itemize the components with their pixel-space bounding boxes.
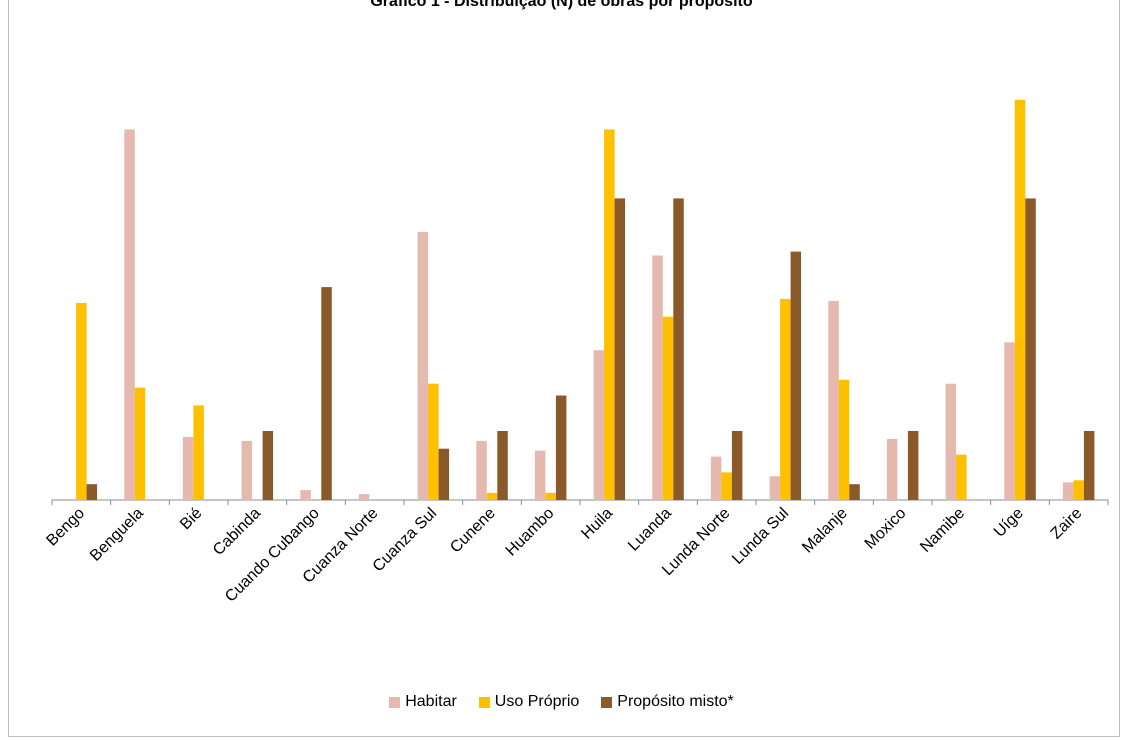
bar: [790, 251, 802, 500]
bar: [358, 494, 370, 500]
bar: [907, 431, 919, 500]
bar: [428, 383, 439, 500]
legend-swatch-habitar: [389, 696, 401, 708]
x-tick-label: Huila: [578, 505, 616, 543]
bar: [780, 298, 791, 500]
x-tick-label: Namibe: [917, 505, 968, 556]
x-tick-label: Bié: [177, 505, 205, 533]
bar: [193, 405, 204, 500]
bar: [486, 492, 498, 500]
bar: [545, 492, 556, 500]
bar: [614, 198, 626, 500]
bar: [673, 198, 684, 500]
bar: [438, 448, 450, 500]
bar: [476, 440, 487, 500]
chart-legend: Habitar Uso Próprio Propósito misto*: [0, 693, 1123, 711]
bar: [534, 450, 546, 500]
legend-item-habitar: Habitar: [389, 693, 457, 711]
chart-frame: [8, 0, 1120, 737]
bar: [417, 231, 429, 500]
bar: [886, 438, 898, 500]
legend-swatch-proposito-misto: [601, 696, 613, 708]
x-tick-label: Bengo: [43, 505, 88, 550]
x-tick-label: Cabinda: [210, 505, 264, 559]
x-tick-label: Huambo: [503, 505, 558, 560]
bar: [662, 316, 674, 500]
legend-item-proposito-misto: Propósito misto*: [601, 693, 734, 711]
legend-swatch-uso-proprio: [478, 696, 490, 708]
bar: [838, 379, 850, 500]
bar: [710, 456, 722, 500]
bar: [1014, 99, 1026, 501]
bar: [1004, 342, 1015, 500]
bar: [76, 302, 87, 500]
legend-item-uso-proprio: Uso Próprio: [478, 693, 580, 711]
x-tick-label: Luanda: [625, 505, 675, 555]
bar: [1025, 198, 1036, 500]
bar: [241, 440, 253, 500]
bar: [593, 350, 605, 500]
bar: [182, 436, 194, 500]
bar: [828, 300, 839, 500]
bar: [721, 472, 732, 500]
bar: [1073, 480, 1084, 500]
bar: [134, 387, 146, 500]
x-tick-label: Uíge: [991, 505, 1027, 541]
bar: [956, 454, 967, 500]
x-tick-label: Cunene: [447, 505, 499, 557]
x-tick-label: Benguela: [87, 505, 147, 565]
bar: [1083, 431, 1095, 500]
x-tick-label: Moxico: [862, 505, 910, 553]
bar: [86, 484, 98, 500]
x-tick-label: Cuanza Sul: [370, 505, 441, 576]
bar: [1062, 482, 1074, 500]
bar: [731, 431, 743, 500]
bar: [604, 129, 615, 500]
bar: [262, 431, 274, 500]
x-tick-label: Zaire: [1048, 505, 1086, 543]
legend-label-proposito-misto: Propósito misto*: [617, 693, 734, 710]
chart-title: Gráfico 1 - Distribuição (N) de obras po…: [370, 0, 753, 10]
legend-label-habitar: Habitar: [405, 693, 457, 710]
bar: [769, 476, 781, 500]
bar: [945, 383, 957, 500]
legend-label-uso-proprio: Uso Próprio: [494, 693, 580, 710]
bar: [497, 431, 508, 500]
x-tick-label: Malanje: [799, 505, 851, 557]
bar: [321, 287, 332, 500]
bar: [849, 484, 860, 500]
bar: [124, 129, 135, 500]
bar: [555, 395, 567, 500]
bar: [652, 255, 663, 500]
x-tick-label: Lunda Sul: [729, 505, 792, 568]
bar: [300, 490, 311, 500]
